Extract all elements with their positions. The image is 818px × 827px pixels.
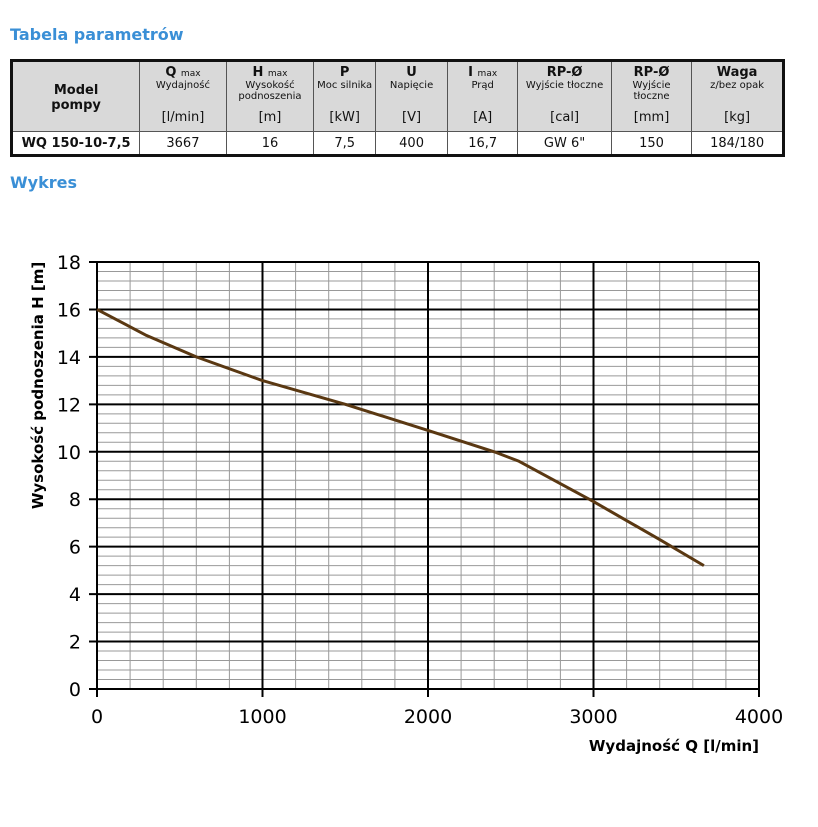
table-cell: 400: [375, 131, 449, 156]
table-cell: 16,7: [447, 131, 519, 156]
y-tick-label: 10: [57, 442, 81, 464]
header-title: Q max: [165, 65, 201, 80]
y-axis-label: Wysokość podnoszenia H [m]: [29, 262, 47, 509]
header-title: RP-Ø: [546, 65, 583, 80]
series-line: [96, 308, 705, 567]
table-heading: Tabela parametrów: [10, 25, 184, 44]
y-tick-label: 14: [57, 347, 81, 369]
column-header: U Napięcie [V]: [375, 60, 449, 132]
header-unit: [A]: [473, 110, 493, 125]
column-header: H max Wysokość podnoszenia [m]: [225, 60, 315, 132]
header-desc: Wyjście tłoczne: [525, 80, 604, 91]
column-header: RP-Ø Wyjście tłoczne [cal]: [517, 60, 612, 132]
header-desc: Napięcie: [389, 80, 434, 91]
header-desc: Moc silnika: [317, 80, 373, 91]
header-desc: z/bez opak: [710, 80, 765, 91]
parameters-table: Model pompy Q max Wydajność [l/min] H max Wys…: [10, 59, 785, 157]
y-tick-label: 2: [69, 632, 81, 654]
column-header: Waga z/bez opak [kg]: [691, 60, 784, 132]
table-cell: 16: [225, 131, 315, 156]
x-tick-label: 0: [91, 706, 103, 728]
table-cell: WQ 150-10-7,5: [10, 131, 141, 156]
header-unit: [mm]: [633, 110, 670, 125]
x-tick-label: 2000: [404, 706, 452, 728]
table-row: WQ 150-10-7,5 3667 16 7,5 400 16,7 GW 6" 150 184…: [10, 131, 784, 156]
y-tick-label: 4: [69, 584, 81, 606]
header-title: U: [406, 65, 417, 80]
header-desc: Wydajność: [155, 80, 210, 91]
column-header: Model pompy: [10, 60, 141, 132]
y-tick-label: 16: [57, 299, 81, 321]
header-title: H max: [252, 65, 288, 80]
y-tick-label: 8: [69, 489, 81, 511]
header-title: I max: [468, 65, 498, 80]
header-title: Model pompy: [51, 83, 101, 113]
column-header: I max Prąd [A]: [447, 60, 519, 132]
header-unit: [m]: [258, 110, 282, 125]
x-tick-label: 1000: [238, 706, 286, 728]
table-cell: GW 6": [517, 131, 612, 156]
column-header: RP-Ø Wyjście tłoczne [mm]: [610, 60, 693, 132]
y-tick-label: 0: [69, 679, 81, 701]
y-tick-label: 12: [57, 394, 81, 416]
y-tick-label: 6: [69, 537, 81, 559]
header-title: RP-Ø: [633, 65, 670, 80]
chart-heading: Wykres: [10, 173, 77, 192]
header-unit: [kW]: [329, 110, 360, 125]
x-tick-label: 4000: [735, 706, 783, 728]
y-tick-label: 18: [57, 252, 81, 274]
header-title: Waga: [716, 65, 758, 80]
table-cell: 7,5: [313, 131, 377, 156]
header-desc: Prąd: [471, 80, 494, 91]
x-tick-label: 3000: [569, 706, 617, 728]
table-cell: 150: [610, 131, 693, 156]
header-unit: [kg]: [724, 110, 751, 125]
table-cell: 184/180: [691, 131, 784, 156]
header-unit: [l/min]: [161, 110, 205, 125]
header-desc: Wyjście tłoczne: [632, 80, 671, 102]
x-axis-label: Wydajność Q [l/min]: [589, 737, 759, 755]
header-unit: [cal]: [550, 110, 580, 125]
header-unit: [V]: [402, 110, 422, 125]
header-desc: Wysokość podnoszenia: [238, 80, 302, 102]
header-title: P: [339, 65, 350, 80]
